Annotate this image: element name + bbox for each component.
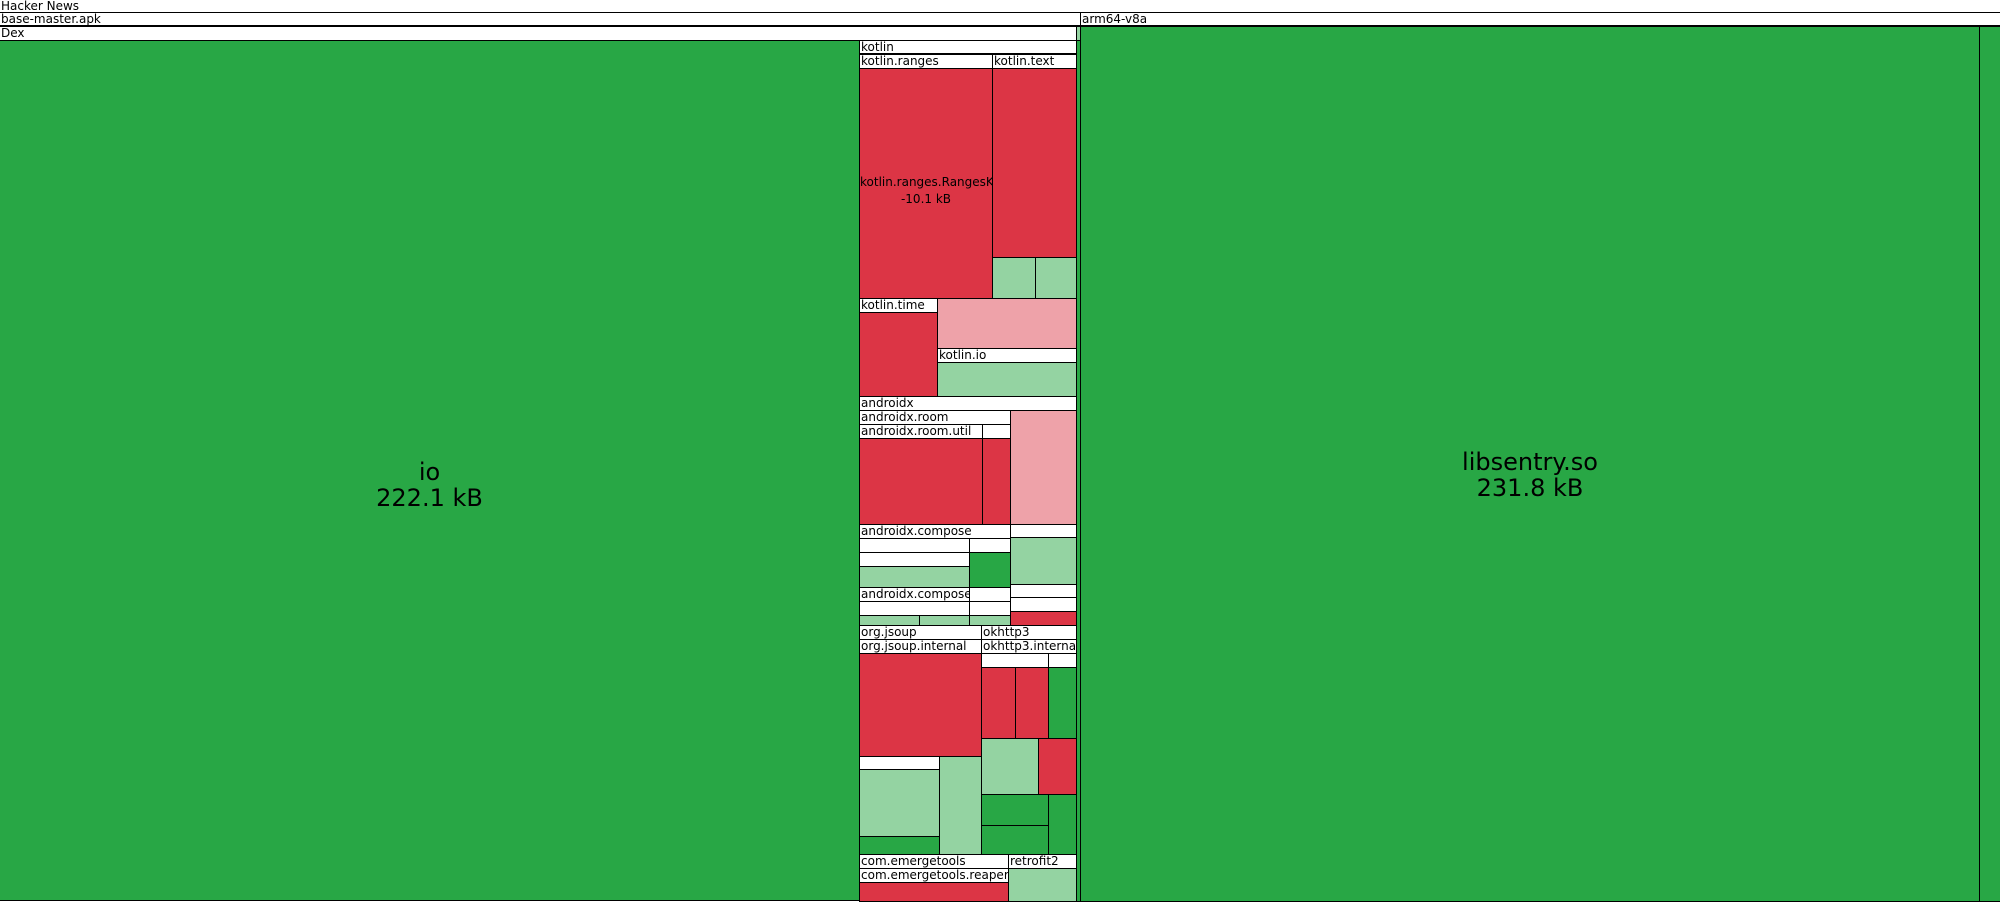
dex-header[interactable]: Dex [0, 26, 1077, 41]
androidx-sub-header[interactable] [1010, 597, 1077, 612]
emergetools-reaper-block[interactable] [859, 882, 1009, 902]
androidx-room-block[interactable] [982, 438, 1011, 525]
androidx-compose-header[interactable]: androidx.compose [859, 524, 1011, 539]
okhttp3-block[interactable] [1048, 794, 1077, 855]
androidx-room-util-block[interactable] [859, 438, 983, 525]
jsoup-internal-block[interactable] [859, 653, 982, 757]
rangeskt-size: -10.1 kB [860, 191, 992, 208]
androidx-sub-block[interactable] [1010, 611, 1077, 626]
okhttp3-internal-block[interactable] [1015, 667, 1049, 739]
io-label: io 222.1 kB [0, 459, 859, 511]
compose-sub-header[interactable] [969, 538, 1011, 553]
jsoup-sub-block[interactable] [859, 769, 940, 837]
rangeskt-label: kotlin.ranges.RangesKt -10.1 kB [860, 174, 992, 208]
okhttp3-sub-header[interactable] [1048, 653, 1077, 668]
libsentry-size: 231.8 kB [1081, 475, 1979, 501]
okhttp3-block[interactable] [1038, 738, 1077, 795]
compose-ui-sub-header[interactable] [859, 601, 970, 616]
arch-thin-strip[interactable] [1979, 26, 2000, 902]
androidx-room-header[interactable]: androidx.room [859, 410, 1011, 425]
libsentry-block[interactable]: libsentry.so 231.8 kB [1080, 26, 1980, 902]
kotlin-io-header[interactable]: kotlin.io [937, 348, 1077, 363]
jsoup-block[interactable] [939, 756, 982, 855]
io-block[interactable]: io 222.1 kB [0, 40, 860, 901]
okhttp3-block[interactable] [981, 825, 1049, 855]
emergetools-reaper-header[interactable]: com.emergetools.reaper [859, 868, 1009, 883]
kotlin-misc-block[interactable] [937, 298, 1077, 349]
kotlin-ranges-header[interactable]: kotlin.ranges [859, 54, 993, 69]
io-size: 222.1 kB [0, 485, 859, 511]
compose-sub-header[interactable] [859, 538, 970, 553]
kotlin-ranges-rangeskt-block[interactable]: kotlin.ranges.RangesKt -10.1 kB [859, 68, 993, 299]
kotlin-time-header[interactable]: kotlin.time [859, 298, 938, 313]
androidx-room-util-header[interactable]: androidx.room.util [859, 424, 983, 439]
okhttp3-block[interactable] [981, 738, 1039, 795]
androidx-sub-block[interactable] [1010, 537, 1077, 585]
kotlin-time-block[interactable] [859, 312, 938, 397]
kotlin-text-sub-block[interactable] [1035, 257, 1077, 299]
compose-sub-header[interactable] [969, 601, 1011, 616]
okhttp3-sub-header[interactable] [981, 653, 1049, 668]
retrofit2-block[interactable] [1008, 868, 1077, 902]
retrofit2-header[interactable]: retrofit2 [1008, 854, 1077, 869]
okhttp3-header[interactable]: okhttp3 [981, 625, 1077, 640]
compose-sub-header[interactable] [969, 587, 1011, 602]
apk-header[interactable]: base-master.apk [0, 12, 1081, 26]
androidx-header[interactable]: androidx [859, 396, 1077, 411]
jsoup-internal-header[interactable]: org.jsoup.internal [859, 639, 982, 654]
okhttp3-internal-block[interactable] [981, 667, 1016, 739]
compose-block[interactable] [859, 566, 970, 588]
jsoup-sub-header[interactable] [859, 756, 940, 770]
rangeskt-name: kotlin.ranges.RangesKt [860, 174, 992, 191]
androidx-misc-block[interactable] [1010, 410, 1077, 525]
androidx-room-sub-header[interactable] [982, 424, 1011, 439]
libsentry-name: libsentry.so [1081, 449, 1979, 475]
okhttp3-internal-block[interactable] [1048, 667, 1077, 739]
androidx-sub-header[interactable] [1010, 524, 1077, 538]
jsoup-sub-block[interactable] [859, 836, 940, 855]
kotlin-text-block[interactable] [992, 68, 1077, 258]
compose-sub-header[interactable] [859, 552, 970, 567]
emergetools-header[interactable]: com.emergetools [859, 854, 1009, 869]
androidx-sub-header[interactable] [1010, 584, 1077, 598]
arch-header[interactable]: arm64-v8a [1080, 12, 2000, 26]
okhttp3-block[interactable] [981, 794, 1049, 826]
okhttp3-internal-header[interactable]: okhttp3.internal [981, 639, 1077, 654]
libsentry-label: libsentry.so 231.8 kB [1081, 449, 1979, 501]
jsoup-header[interactable]: org.jsoup [859, 625, 982, 640]
kotlin-header[interactable]: kotlin [859, 40, 1077, 54]
kotlin-text-header[interactable]: kotlin.text [992, 54, 1077, 69]
androidx-compose-ui-header[interactable]: androidx.compose.ui [859, 587, 970, 602]
kotlin-text-sub-block[interactable] [992, 257, 1036, 299]
io-name: io [0, 459, 859, 485]
compose-block[interactable] [969, 552, 1011, 588]
kotlin-io-block[interactable] [937, 362, 1077, 397]
